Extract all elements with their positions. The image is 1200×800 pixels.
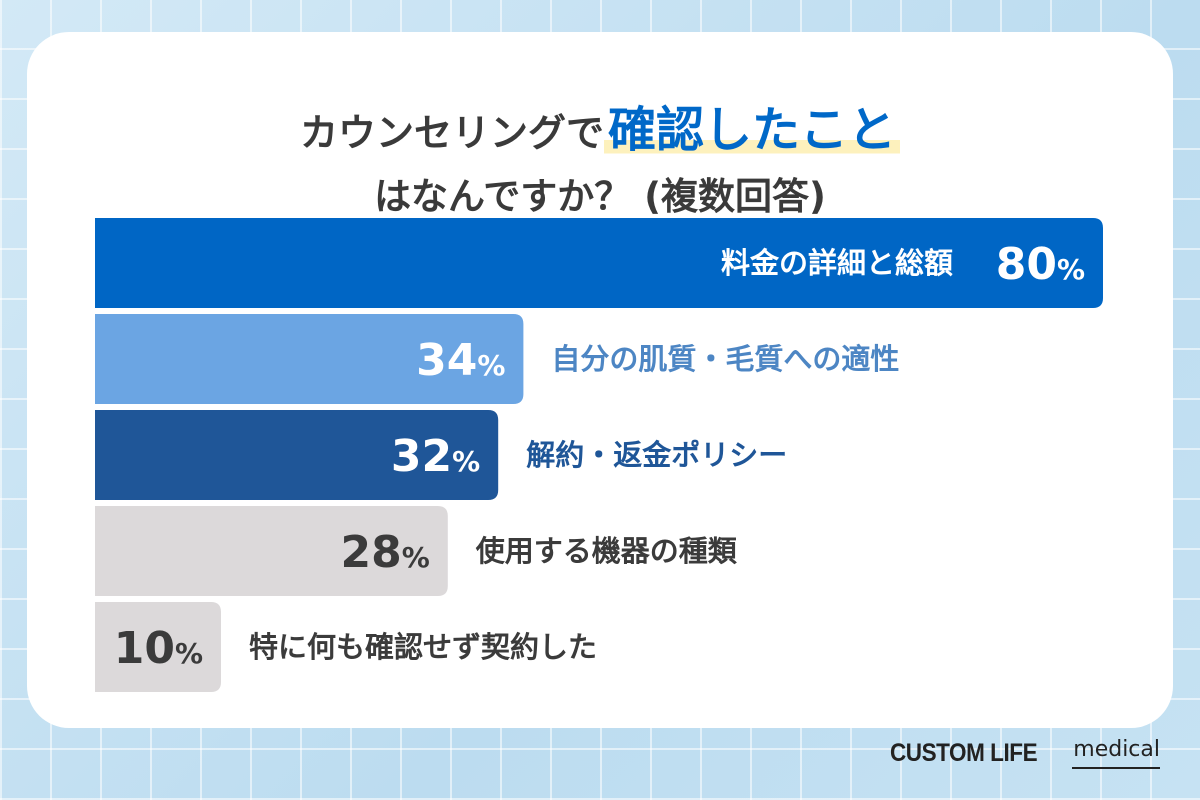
brand-subtitle: medical (1073, 737, 1160, 762)
category-label: 使用する機器の種類 (475, 534, 738, 568)
category-label: 自分の肌質・毛質への適性 (551, 342, 899, 376)
category-label: 料金の詳細と総額 (721, 246, 953, 280)
category-label: 特に何も確認せず契約した (249, 630, 597, 664)
brand-underline (1072, 767, 1160, 769)
brand-name: CUSTOM LIFE (890, 739, 1037, 768)
category-label: 解約・返金ポリシー (526, 438, 787, 472)
brand-logo: CUSTOM LIFE medical (890, 737, 1160, 771)
